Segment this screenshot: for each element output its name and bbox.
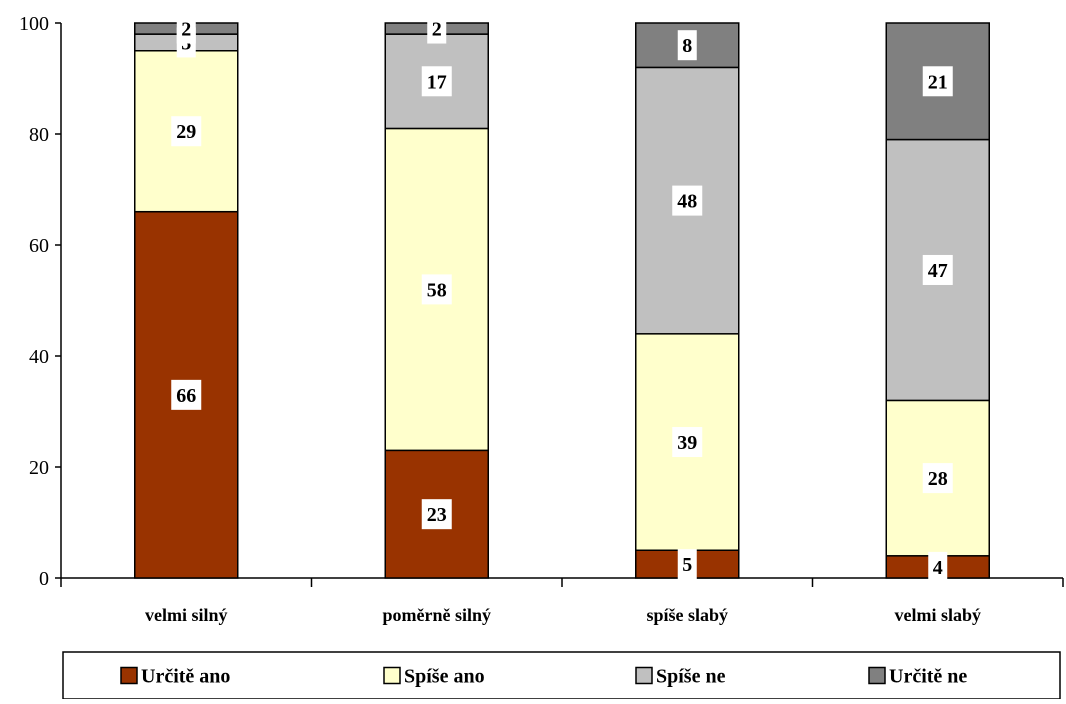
data-label-box [421,66,452,97]
category-label-velmi-slaby: velmi slabý [894,605,981,625]
legend-label-spise-ano: Spíše ano [404,666,485,688]
data-label-box [922,463,953,494]
category-label-spise-slaby: spíše slabý [646,605,728,625]
data-label-box [672,427,703,458]
legend-swatch-urcite-ne [868,666,886,685]
data-label-velmi-silny-urcite-ano: 66 [176,385,196,407]
data-label-box [176,13,196,44]
data-label-spise-slaby-spise-ne: 48 [677,191,697,213]
data-label-box [421,274,452,305]
data-label-box [672,185,703,216]
category-label-velmi-silny: velmi silný [145,605,228,625]
data-label-box [677,549,697,580]
bars [134,22,990,579]
data-label-pomerne-silny-urcite-ne: 2 [432,19,442,41]
data-label-spise-slaby-spise-ano: 39 [677,432,697,454]
data-label-box [427,13,447,44]
category-label-pomerne-silny: poměrně silný [382,605,491,625]
data-label-box [922,254,953,285]
y-tick-label: 80 [29,124,49,146]
data-label-velmi-slaby-urcite-ne: 21 [928,71,948,93]
data-label-spise-slaby-urcite-ano: 5 [682,554,692,576]
legend-label-urcite-ne: Určitě ne [889,666,967,688]
data-label-box [421,499,452,530]
legend-box [62,651,1061,700]
data-label-pomerne-silny-spise-ne: 17 [427,71,447,93]
y-tick-label: 20 [29,457,49,479]
y-tick-label: 100 [19,13,49,35]
data-label-box [171,379,202,410]
y-tick-label: 0 [39,568,49,590]
data-label-box [677,30,697,61]
data-label-box [922,66,953,97]
data-label-velmi-slaby-urcite-ano: 4 [933,557,943,579]
legend-swatch-urcite-ano [120,666,138,685]
legend: Určitě ano Spíše ano Spíše ne Určitě ne [62,651,1061,700]
legend-label-urcite-ano: Určitě ano [141,666,230,688]
data-label-velmi-silny-spise-ano: 29 [176,121,196,143]
data-label-pomerne-silny-urcite-ano: 23 [427,504,447,526]
y-tick-label: 60 [29,235,49,257]
data-label-box [928,551,948,582]
data-label-velmi-silny-urcite-ne: 2 [181,19,191,41]
data-label-box [171,116,202,147]
y-tick-label: 40 [29,346,49,368]
legend-label-spise-ne: Spíše ne [656,666,726,688]
data-label-velmi-slaby-spise-ne: 47 [928,260,948,282]
data-label-velmi-slaby-spise-ano: 28 [928,468,948,490]
legend-swatch-spise-ano [383,666,401,685]
axes: 0 20 40 60 80 100 velmi silný poměrně silný spíš… [19,13,1064,625]
data-label-pomerne-silny-spise-ano: 58 [427,279,447,301]
data-label-spise-slaby-urcite-ne: 8 [682,35,692,57]
data-labels: 66293223581725394884284721 [171,13,953,582]
legend-swatch-spise-ne [635,666,653,685]
